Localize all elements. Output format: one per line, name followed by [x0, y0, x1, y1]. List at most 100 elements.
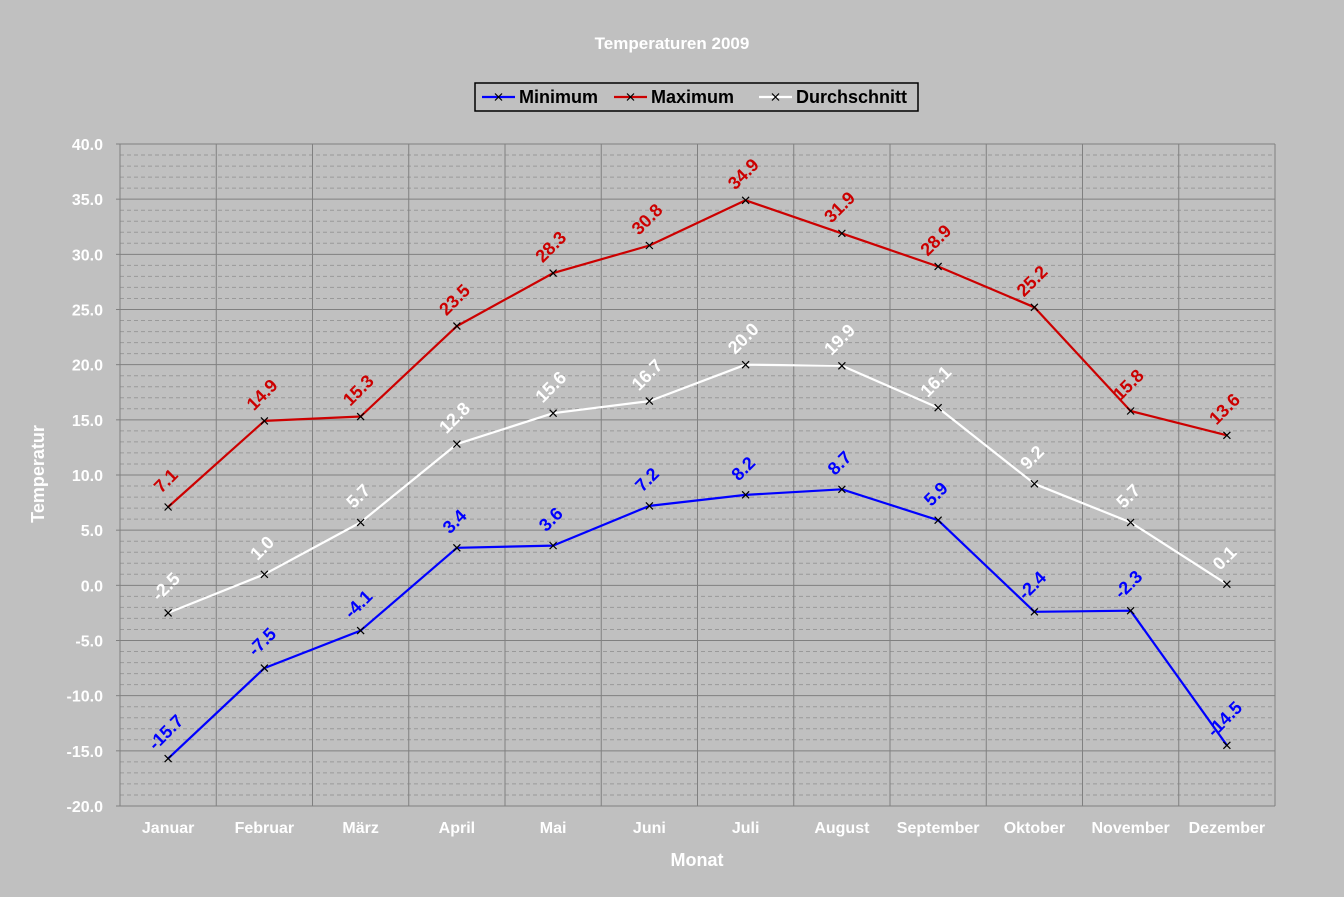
marker-stroke: [837, 361, 846, 370]
y-tick-label: 40.0: [72, 137, 103, 154]
legend-item-durchschnitt: Durchschnitt: [759, 87, 907, 107]
y-tick-label: 25.0: [72, 303, 103, 320]
chart-title: Temperaturen 2009: [595, 34, 750, 53]
data-point: [934, 403, 943, 412]
data-point: [356, 626, 365, 635]
legend: Minimum Maximum Durchschnitt: [474, 82, 919, 112]
marker-stroke: [934, 403, 943, 412]
legend-marker: [494, 93, 503, 101]
series-line-maximum: [167, 199, 1228, 508]
data-point: [1126, 407, 1135, 415]
data-point: [1222, 431, 1231, 440]
y-tick-label: -20.0: [67, 799, 104, 816]
x-tick-label: Februar: [235, 820, 295, 837]
data-point: [549, 409, 558, 418]
marker-stroke: [452, 440, 461, 449]
data-point: [452, 322, 461, 330]
marker-stroke: [934, 516, 943, 525]
x-tick-label: September: [897, 820, 980, 837]
data-point: [1222, 741, 1231, 750]
marker-stroke: [356, 518, 365, 527]
x-tick-label: April: [439, 820, 475, 837]
marker-stroke: [1030, 479, 1039, 488]
marker-stroke: [1030, 607, 1039, 616]
data-point: [260, 664, 269, 673]
marker-stroke: [1126, 606, 1135, 615]
marker-stroke: [549, 541, 558, 550]
marker-stroke: [837, 485, 846, 494]
y-tick-label: 10.0: [72, 468, 103, 485]
data-point: [1126, 606, 1135, 615]
x-tick-label: Dezember: [1189, 820, 1265, 837]
x-axis-title: Monat: [671, 850, 724, 870]
marker-stroke: [164, 503, 173, 511]
y-tick-label: -10.0: [67, 689, 104, 706]
data-point: [164, 608, 173, 617]
marker-stroke: [260, 570, 269, 579]
marker-stroke: [837, 229, 846, 238]
legend-marker: [626, 93, 635, 101]
marker-stroke: [452, 543, 461, 552]
legend-label: Durchschnitt: [796, 87, 907, 107]
y-tick-label: 30.0: [72, 247, 103, 264]
y-tick-label: 35.0: [72, 192, 103, 209]
data-point: [1222, 580, 1231, 589]
data-point: [549, 541, 558, 550]
marker-stroke: [741, 490, 750, 499]
data-point: [645, 397, 654, 406]
marker-stroke: [260, 664, 269, 673]
legend-item-minimum: Minimum: [482, 87, 598, 107]
marker-stroke: [164, 754, 173, 763]
data-point: [356, 518, 365, 527]
grid: [119, 143, 1276, 807]
marker-stroke: [741, 196, 750, 205]
data-point: [645, 501, 654, 510]
data-point: [1030, 303, 1039, 312]
marker-stroke: [1222, 580, 1231, 589]
x-tick-label: Juni: [633, 820, 666, 837]
legend-marker: [771, 93, 780, 101]
marker-stroke: [645, 241, 654, 250]
marker-stroke: [645, 501, 654, 510]
marker-stroke: [1222, 431, 1231, 440]
x-tick-label: Januar: [142, 820, 194, 837]
marker-stroke: [164, 608, 173, 617]
x-tick-label: Mai: [540, 820, 567, 837]
marker-stroke: [356, 412, 365, 421]
data-point: [837, 485, 846, 494]
marker-stroke: [1126, 518, 1135, 527]
data-point: [452, 440, 461, 449]
y-tick-label: 15.0: [72, 413, 103, 430]
marker-stroke: [549, 409, 558, 418]
data-point: [645, 241, 654, 250]
y-axis-title: Temperatur: [28, 425, 48, 523]
marker-stroke: [741, 360, 750, 369]
series-line-minimum: [167, 488, 1228, 760]
legend-label: Maximum: [651, 87, 734, 107]
data-point: [1030, 479, 1039, 488]
legend-label: Minimum: [519, 87, 598, 107]
marker-stroke: [260, 417, 269, 425]
axes: 40.0 35.0 30.0 25.0 20.0 15.0 10.0 5.0 0.0 -5.0 -1…: [67, 137, 1275, 837]
y-tick-label: -15.0: [67, 744, 104, 761]
data-point: [164, 503, 173, 511]
x-tick-label: November: [1092, 820, 1170, 837]
marker-stroke: [1222, 741, 1231, 750]
marker-stroke: [934, 262, 943, 271]
legend-item-maximum: Maximum: [614, 87, 734, 107]
data-point: [452, 543, 461, 552]
y-tick-label: 20.0: [72, 358, 103, 375]
data-point: [934, 262, 943, 271]
data-point: [741, 196, 750, 205]
marker-stroke: [452, 322, 461, 330]
data-point: [1126, 518, 1135, 527]
legend-box: [474, 82, 919, 112]
x-tick-label: März: [342, 820, 378, 837]
data-point: [741, 360, 750, 369]
data-point: [260, 570, 269, 579]
marker-stroke: [356, 626, 365, 635]
series-group: [164, 196, 1231, 763]
marker-stroke: [645, 397, 654, 406]
data-point: [837, 229, 846, 238]
